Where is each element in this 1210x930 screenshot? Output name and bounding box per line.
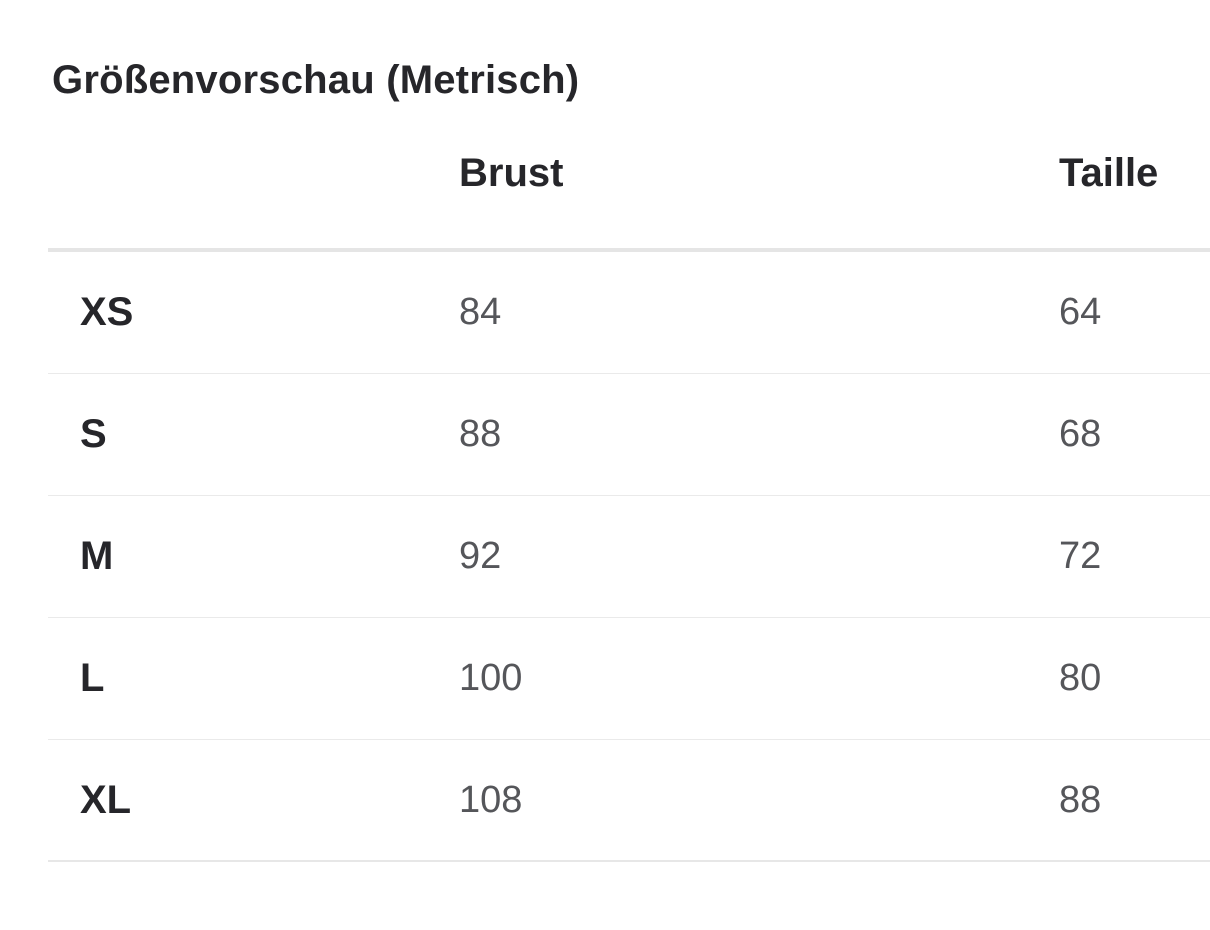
column-header-waist: Taille bbox=[1059, 150, 1159, 195]
chest-value: 88 bbox=[459, 413, 502, 455]
size-label: M bbox=[80, 534, 114, 578]
chest-value: 108 bbox=[459, 778, 523, 821]
size-table-header-row: Brust Taille bbox=[48, 150, 1210, 196]
waist-value: 72 bbox=[1059, 535, 1102, 577]
waist-value: 88 bbox=[1059, 778, 1102, 821]
table-row-xl: XL 108 88 bbox=[48, 740, 1210, 862]
size-preview-title: Größenvorschau (Metrisch) bbox=[52, 58, 580, 102]
size-label: S bbox=[80, 412, 107, 456]
size-label: XS bbox=[80, 290, 134, 334]
waist-value: 68 bbox=[1059, 413, 1102, 455]
size-label: L bbox=[80, 656, 105, 700]
size-table: Brust Taille XS 84 64 S 88 68 M 92 72 L … bbox=[48, 150, 1210, 862]
size-label: XL bbox=[80, 777, 132, 822]
waist-value: 80 bbox=[1059, 657, 1102, 699]
column-header-chest: Brust bbox=[459, 150, 564, 195]
chest-value: 100 bbox=[459, 657, 523, 699]
table-row-s: S 88 68 bbox=[48, 374, 1210, 496]
chest-value: 92 bbox=[459, 535, 502, 577]
waist-value: 64 bbox=[1059, 291, 1102, 333]
table-row-m: M 92 72 bbox=[48, 496, 1210, 618]
table-row-xs: XS 84 64 bbox=[48, 252, 1210, 374]
table-top-divider bbox=[48, 248, 1210, 252]
table-row-l: L 100 80 bbox=[48, 618, 1210, 740]
chest-value: 84 bbox=[459, 291, 502, 333]
